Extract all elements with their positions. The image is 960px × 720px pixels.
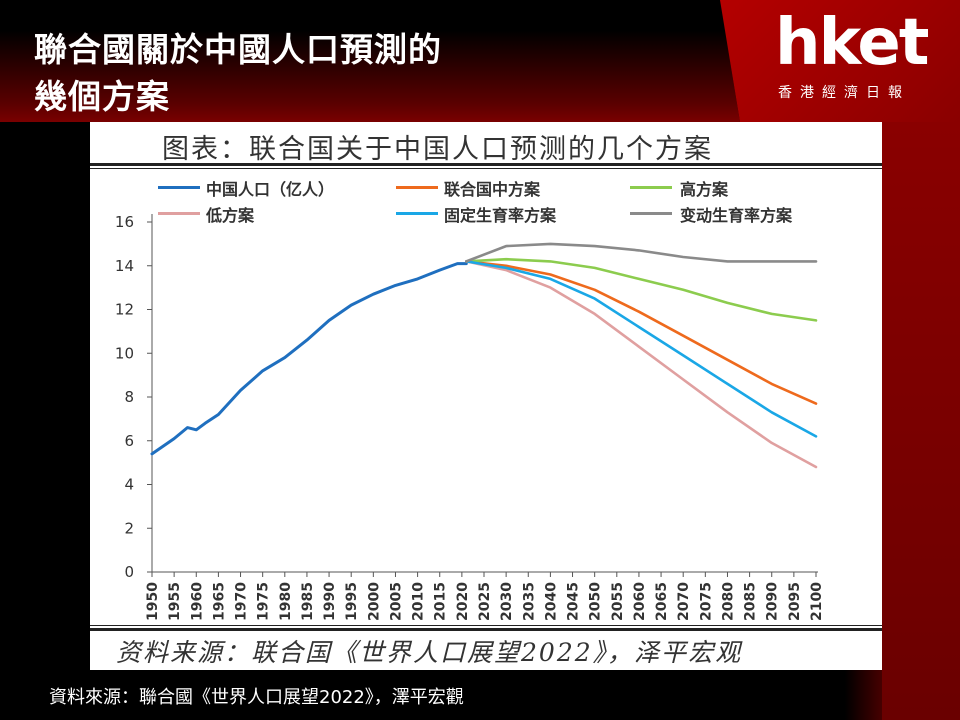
x-tick-label: 2055	[610, 582, 626, 621]
page-title-line-1: 聯合國關於中國人口預測的	[34, 30, 442, 69]
x-tick-label: 1980	[278, 582, 294, 621]
x-tick-label: 2075	[698, 582, 714, 621]
legend-swatch-medium	[396, 186, 438, 189]
source-caption: 資料來源：聯合國《世界人口展望2022》，澤平宏觀	[49, 687, 464, 708]
logo-subtitle: 香港經濟日報	[778, 85, 910, 101]
legend-swatch-instant	[630, 212, 672, 215]
y-tick-label: 8	[124, 388, 134, 406]
x-tick-label: 2065	[654, 582, 670, 621]
x-tick-label: 2045	[566, 582, 582, 621]
legend-label-instant: 变动生育率方案	[680, 206, 793, 225]
logo-background	[720, 0, 960, 122]
x-tick-label: 1960	[189, 582, 205, 621]
x-tick-label: 2015	[433, 582, 449, 621]
y-tick-label: 10	[115, 344, 134, 362]
header-banner	[0, 0, 740, 122]
series-line-0	[150, 262, 468, 456]
series-line-3	[464, 260, 818, 469]
series-line-5	[464, 242, 818, 263]
divider	[90, 163, 882, 166]
page-title-line-2: 幾個方案	[34, 77, 170, 116]
x-tick-label: 1995	[344, 582, 360, 621]
x-tick-label: 2000	[366, 582, 382, 621]
legend-label-high: 高方案	[680, 180, 729, 199]
divider	[90, 168, 882, 169]
population-line-chart: 0 2 4 6 8 10 12 14 16 1950 1955 1960 1965 1970 1975 198…	[115, 213, 825, 621]
x-tick-label: 2060	[632, 582, 648, 621]
legend-label-low: 低方案	[206, 206, 255, 225]
x-tick-label: 2070	[676, 582, 692, 621]
x-tick-label: 2005	[388, 582, 404, 621]
divider	[90, 625, 882, 626]
x-tick-label: 2035	[521, 582, 537, 621]
x-tick-label: 1955	[167, 582, 183, 621]
x-tick-label: 1975	[256, 582, 272, 621]
y-tick-label: 16	[115, 213, 134, 231]
x-tick-label: 2020	[455, 582, 471, 621]
right-decor-bar	[882, 122, 960, 720]
x-tick-label: 1965	[211, 582, 227, 621]
x-tick-label: 2040	[543, 582, 559, 621]
x-tick-label: 1950	[145, 582, 161, 621]
chart-panel: 图表：联合国关于中国人口预测的几个方案 中国人口（亿人） 联合国中方案 高方案 …	[90, 122, 882, 670]
x-tick-label: 2030	[499, 582, 515, 621]
series-line-4	[464, 260, 818, 438]
legend-label-china: 中国人口（亿人）	[206, 180, 335, 199]
chart-title: 图表：联合国关于中国人口预测的几个方案	[162, 134, 713, 165]
y-tick-label: 4	[124, 476, 134, 494]
page-title: 聯合國關於中國人口預測的 幾個方案	[34, 26, 594, 120]
series-line-2	[464, 257, 818, 322]
hket-logo[interactable]: hket	[775, 6, 929, 80]
x-tick-label: 2100	[809, 582, 825, 621]
y-tick-label: 14	[115, 257, 134, 275]
x-tick-label: 2025	[477, 582, 493, 621]
x-tick-label: 1985	[300, 582, 316, 621]
x-tick-label: 2080	[720, 582, 736, 621]
x-tick-label: 2095	[787, 582, 803, 621]
legend-label-medium: 联合国中方案	[444, 180, 541, 199]
x-tick-label: 1990	[322, 582, 338, 621]
legend-swatch-low	[158, 212, 200, 215]
y-tick-label: 12	[115, 301, 134, 319]
legend-swatch-china	[158, 186, 200, 189]
x-tick-label: 1970	[234, 582, 250, 621]
legend-swatch-high	[630, 186, 672, 189]
y-tick-label: 0	[124, 563, 134, 581]
x-tick-label: 2090	[765, 582, 781, 621]
series-line-1	[464, 260, 818, 405]
chart-source: 资料来源：联合国《世界人口展望2022》，泽平宏观	[116, 638, 743, 667]
legend-swatch-constant	[396, 212, 438, 215]
divider	[90, 628, 882, 631]
legend-label-constant: 固定生育率方案	[444, 206, 557, 225]
x-tick-label: 2050	[588, 582, 604, 621]
x-tick-label: 2010	[411, 582, 427, 621]
y-tick-label: 6	[124, 432, 134, 450]
y-tick-label: 2	[124, 519, 134, 537]
x-tick-label: 2085	[743, 582, 759, 621]
